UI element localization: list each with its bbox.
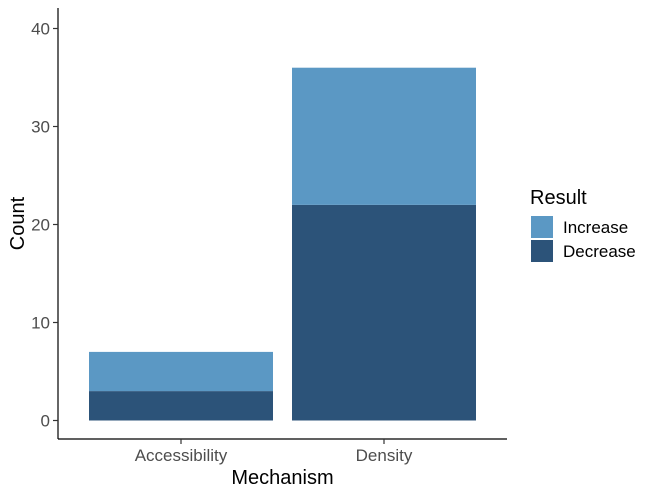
- y-tick-label: 30: [31, 118, 50, 137]
- y-tick-label: 40: [31, 20, 50, 39]
- legend-swatch-decrease: [531, 240, 553, 262]
- legend-label-increase: Increase: [563, 218, 628, 237]
- bar-density-increase: [292, 67, 476, 205]
- y-tick-label: 0: [41, 412, 50, 431]
- bar-density-decrease: [292, 204, 476, 421]
- y-tick-label: 20: [31, 216, 50, 235]
- legend-swatch-increase: [531, 216, 553, 238]
- bar-accessibility-increase: [89, 351, 273, 392]
- legend-label-decrease: Decrease: [563, 242, 636, 261]
- y-tick-label: 10: [31, 314, 50, 333]
- legend-title: Result: [530, 187, 587, 209]
- bar-accessibility-decrease: [89, 391, 273, 421]
- x-tick-label: Accessibility: [135, 446, 228, 465]
- x-axis-title: Mechanism: [231, 467, 333, 489]
- x-tick-label: Density: [356, 446, 413, 465]
- y-axis-ticks: 0 10 20 30 40: [31, 20, 58, 431]
- y-axis-title: Count: [7, 196, 29, 250]
- x-axis-ticks: Accessibility Density: [135, 439, 413, 465]
- legend: Result Increase Decrease: [530, 187, 636, 262]
- bars-layer: [89, 67, 476, 421]
